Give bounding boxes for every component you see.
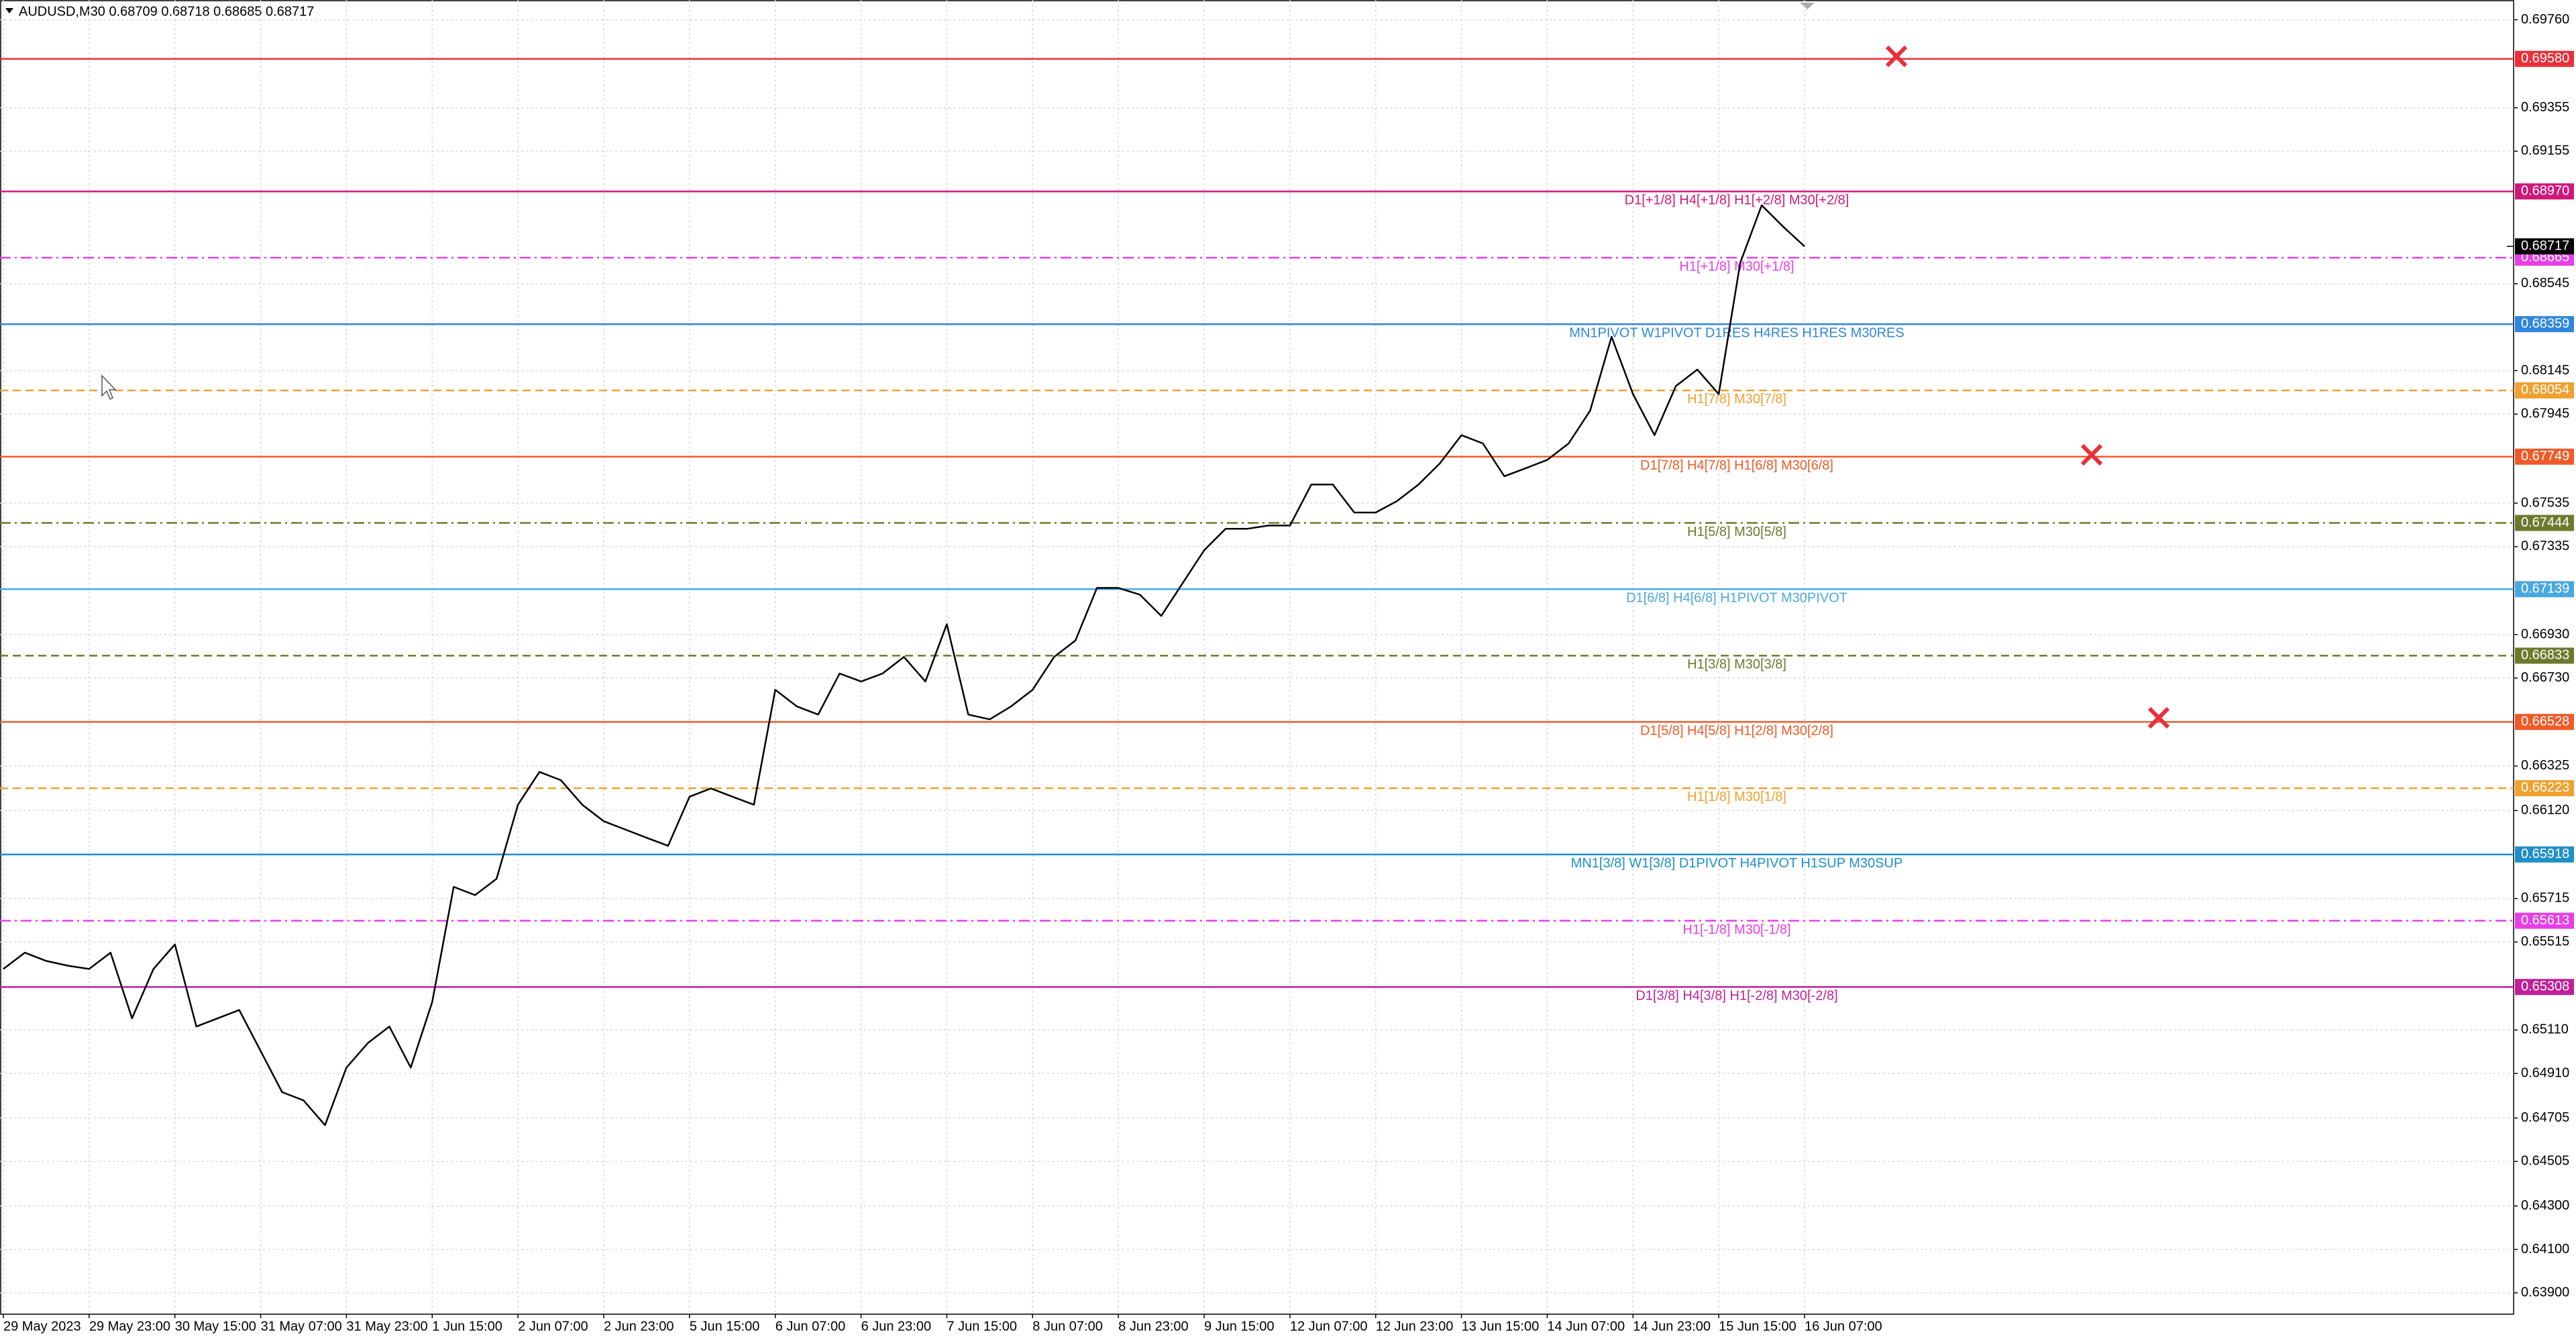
y-tick-label: 0.66930 (2521, 627, 2569, 641)
level-price-label: 0.65613 (2521, 913, 2569, 928)
level-text: H1[3/8] M30[3/8] (1687, 657, 1786, 672)
level-text: D1[+1/8] H4[+1/8] H1[+2/8] M30[+2/8] (1625, 193, 1849, 208)
y-tick-label: 0.68545 (2521, 276, 2569, 290)
level-price-label: 0.69580 (2521, 51, 2569, 66)
x-tick-label: 12 Jun 23:00 (1376, 1319, 1454, 1334)
y-tick-label: 0.65110 (2521, 1022, 2569, 1037)
level-price-box (2515, 515, 2574, 531)
y-tick-label: 0.68145 (2521, 363, 2569, 378)
level-price-box (2515, 50, 2574, 67)
plot-frame (0, 0, 2514, 1315)
level-text: H1[+1/8] M30[+1/8] (1679, 259, 1794, 274)
x-tick-label: 12 Jun 07:00 (1290, 1319, 1368, 1334)
level-price-label: 0.67444 (2521, 515, 2569, 530)
y-tick-label: 0.63900 (2521, 1285, 2569, 1300)
y-tick-label: 0.65515 (2521, 934, 2569, 949)
y-tick-label: 0.69155 (2521, 144, 2569, 158)
cross-marker (1885, 45, 2170, 729)
level-price-label: 0.65918 (2521, 847, 2569, 861)
level-price-label: 0.67749 (2521, 449, 2569, 464)
level-price-label: 0.66833 (2521, 648, 2569, 663)
level-price-box (2515, 316, 2574, 333)
x-tick-label: 14 Jun 23:00 (1633, 1319, 1711, 1334)
y-tick-label: 0.64505 (2521, 1154, 2569, 1169)
level-price-box (2515, 183, 2574, 200)
level-price-box (2515, 382, 2574, 398)
level-text: D1[3/8] H4[3/8] H1[-2/8] M30[-2/8] (1635, 989, 1837, 1004)
y-tick-label: 0.66120 (2521, 803, 2569, 818)
x-tick-label: 8 Jun 07:00 (1032, 1319, 1103, 1334)
x-tick-label: 15 Jun 15:00 (1719, 1319, 1796, 1334)
x-tick-label: 8 Jun 23:00 (1118, 1319, 1189, 1334)
level-price-label: 0.66223 (2521, 780, 2569, 795)
level-text: D1[5/8] H4[5/8] H1[2/8] M30[2/8] (1640, 723, 1833, 738)
x-tick-label: 9 Jun 15:00 (1204, 1319, 1275, 1334)
y-tick-label: 0.67945 (2521, 407, 2569, 421)
x-tick-label: 29 May 23:00 (89, 1319, 170, 1334)
level-price-label: 0.66528 (2521, 714, 2569, 729)
x-tick-label: 7 Jun 15:00 (947, 1319, 1017, 1334)
level-price-box (2515, 714, 2574, 731)
cross-stroke (2080, 443, 2103, 466)
x-tick-label: 5 Jun 15:00 (690, 1319, 760, 1334)
x-tick-label: 31 May 23:00 (346, 1319, 427, 1334)
level-text: MN1PIVOT W1PIVOT D1RES H4RES H1RES M30RE… (1569, 325, 1904, 340)
y-tick-label: 0.64910 (2521, 1065, 2569, 1080)
level-price-label: 0.68970 (2521, 184, 2569, 199)
cross-stroke (2147, 706, 2170, 729)
symbol-menu-arrow (5, 8, 13, 13)
level-text: H1[-1/8] M30[-1/8] (1682, 922, 1790, 937)
chart-title: AUDUSD,M30 0.68709 0.68718 0.68685 0.687… (19, 4, 314, 19)
level-price-label: 0.68359 (2521, 316, 2569, 331)
x-tick-label: 13 Jun 15:00 (1462, 1319, 1540, 1334)
y-tick-label: 0.64100 (2521, 1242, 2569, 1256)
mouse-cursor (101, 374, 117, 400)
level-price-box (2515, 780, 2574, 796)
x-tick-label: 16 Jun 07:00 (1805, 1319, 1882, 1334)
x-tick-label: 6 Jun 07:00 (775, 1319, 846, 1334)
level-price-box (2515, 448, 2574, 465)
y-tick-label: 0.67535 (2521, 495, 2569, 510)
y-tick-label: 0.64300 (2521, 1198, 2569, 1213)
level-price-label: 0.65308 (2521, 979, 2569, 994)
level-text: MN1[3/8] W1[3/8] D1PIVOT H4PIVOT H1SUP M… (1571, 856, 1903, 871)
level-price-box (2515, 581, 2574, 598)
x-tick-label: 30 May 15:00 (175, 1319, 256, 1334)
y-tick-label: 0.66325 (2521, 758, 2569, 773)
x-tick-label: 31 May 07:00 (261, 1319, 342, 1334)
y-tick-label: 0.64705 (2521, 1110, 2569, 1125)
y-tick-label: 0.67335 (2521, 539, 2569, 553)
cross-stroke (1885, 45, 1908, 68)
level-price-box (2515, 647, 2574, 664)
price-line (3, 204, 1805, 1126)
level-text: H1[7/8] M30[7/8] (1687, 392, 1786, 407)
last-price-box (2515, 238, 2574, 255)
x-tick-label: 2 Jun 07:00 (518, 1319, 588, 1334)
y-tick-label: 0.66730 (2521, 670, 2569, 685)
level-price-label: 0.67139 (2521, 582, 2569, 596)
x-tick-label: 6 Jun 23:00 (861, 1319, 932, 1334)
last-price-label: 0.68717 (2521, 239, 2569, 254)
shift-marker (1800, 3, 1815, 9)
y-tick-label: 0.69760 (2521, 12, 2569, 27)
x-tick-label: 29 May 2023 (3, 1319, 81, 1334)
level-price-label: 0.68054 (2521, 382, 2569, 397)
level-text: D1[6/8] H4[6/8] H1PIVOT M30PIVOT (1626, 591, 1847, 606)
level-text: D1[7/8] H4[7/8] H1[6/8] M30[6/8] (1640, 458, 1833, 473)
x-tick-label: 1 Jun 15:00 (432, 1319, 502, 1334)
y-tick-label: 0.65715 (2521, 891, 2569, 906)
y-tick-label: 0.69355 (2521, 100, 2569, 115)
level-text: H1[5/8] M30[5/8] (1687, 525, 1786, 539)
level-price-box (2515, 979, 2574, 996)
level-price-box (2515, 912, 2574, 929)
x-tick-label: 14 Jun 07:00 (1547, 1319, 1625, 1334)
level-text: H1[1/8] M30[1/8] (1687, 790, 1786, 804)
x-tick-label: 2 Jun 23:00 (604, 1319, 674, 1334)
level-price-box (2515, 846, 2574, 863)
